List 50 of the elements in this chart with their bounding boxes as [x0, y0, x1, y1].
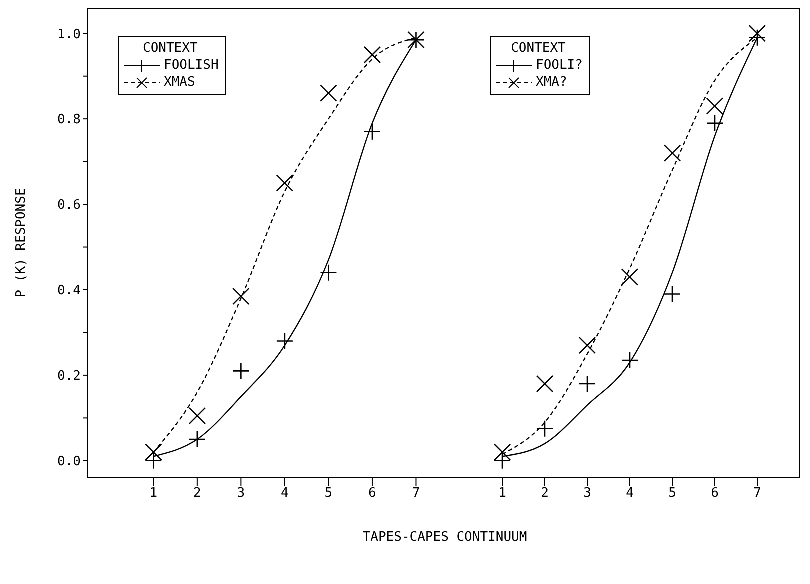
legend-title: CONTEXT: [142, 40, 199, 57]
legend-title: CONTEXT: [510, 40, 567, 57]
point: [536, 375, 554, 393]
point: [621, 268, 639, 286]
point: [748, 24, 766, 42]
x-tick-label: 5: [324, 486, 333, 502]
point: [276, 332, 294, 350]
point: [494, 452, 512, 470]
point: [706, 114, 724, 132]
point: [536, 420, 554, 438]
y-tick-label: 0.4: [58, 284, 82, 299]
point: [664, 144, 682, 162]
y-axis-title: P (K) RESPONSE: [14, 188, 29, 298]
x-tick-label: 5: [668, 486, 676, 502]
point: [578, 336, 596, 354]
point: [494, 444, 512, 462]
x-tick-label: 1: [498, 486, 506, 502]
x-tick-label: 4: [281, 486, 290, 502]
x-tick-label: 6: [711, 486, 719, 502]
legend-label: XMA?: [536, 74, 568, 91]
point: [232, 288, 250, 306]
y-tick-label: 0.6: [58, 198, 81, 214]
x-tick-label: 2: [541, 486, 549, 502]
point: [621, 352, 639, 370]
x-tick-label: 3: [584, 486, 592, 502]
point: [664, 286, 682, 303]
point: [276, 174, 294, 192]
x-tick-label: 7: [412, 486, 420, 502]
x-tick-label: 7: [754, 486, 762, 502]
legend-label: XMAS: [164, 74, 196, 91]
y-tick-label: 0.8: [58, 112, 81, 128]
point: [578, 375, 596, 393]
x-tick-label: 2: [194, 486, 202, 502]
x-axis-title: TAPES-CAPES CONTINUUM: [362, 530, 528, 545]
point: [364, 123, 382, 141]
point: [320, 84, 338, 102]
y-tick-label: 1.0: [58, 27, 81, 42]
point: [706, 98, 724, 115]
x-tick-label: 6: [368, 486, 376, 502]
y-tick-label: 0.2: [58, 369, 81, 384]
legend-label: FOOLISH: [164, 57, 219, 74]
point: [188, 407, 206, 425]
x-tick-label: 1: [150, 486, 158, 502]
point: [188, 430, 206, 448]
y-tick-label: 0.0: [58, 454, 81, 470]
point: [364, 46, 382, 64]
x-tick-label: 4: [626, 486, 634, 502]
legend-label: FOOLI?: [536, 57, 583, 74]
x-tick-label: 3: [237, 486, 246, 502]
point: [144, 444, 162, 462]
